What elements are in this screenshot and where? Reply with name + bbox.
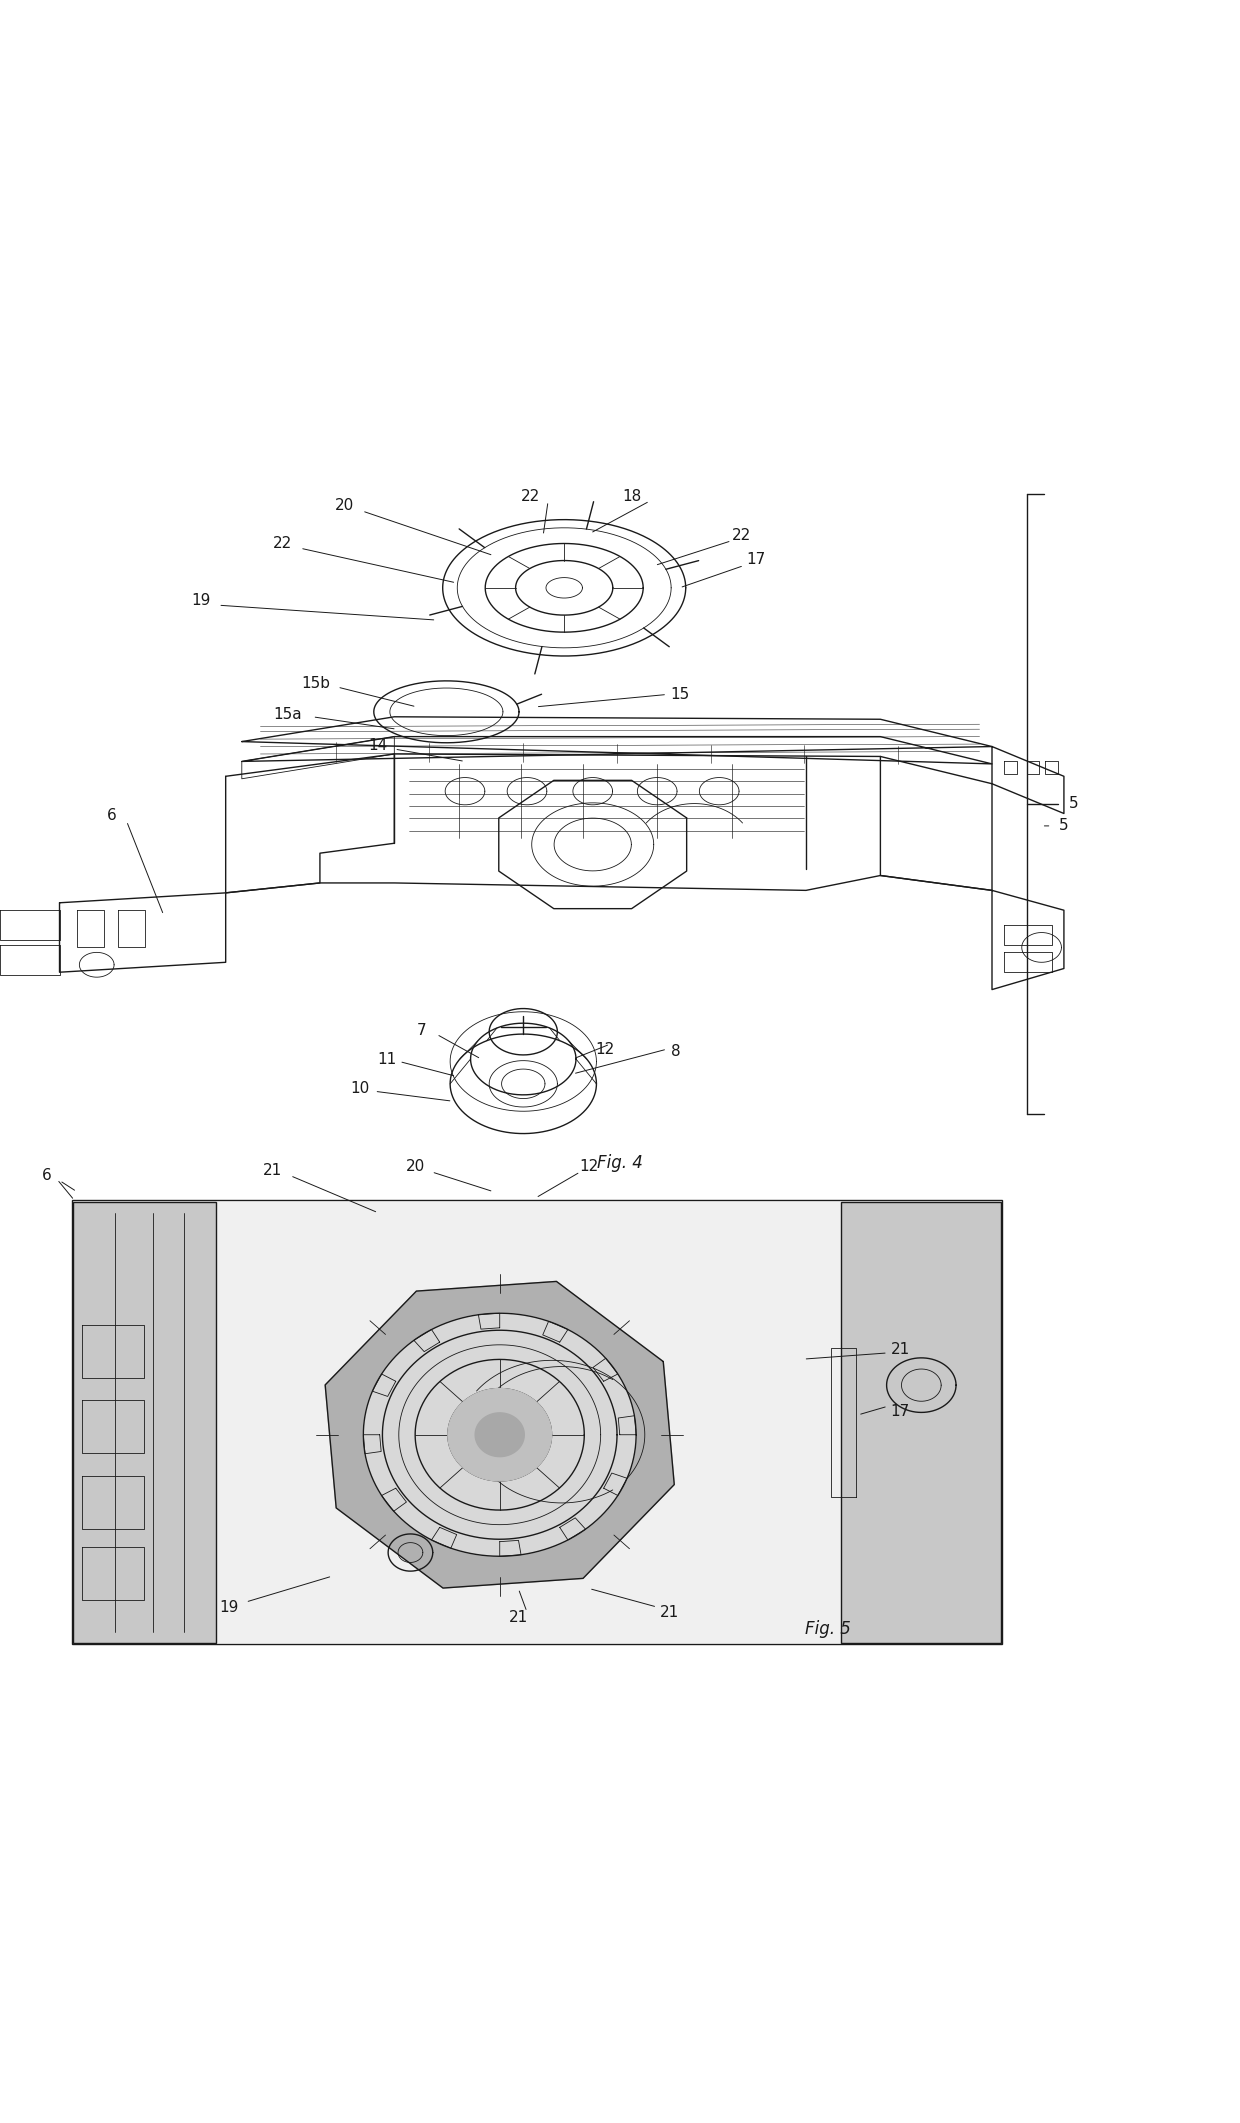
Bar: [841, 1202, 1001, 1643]
Text: 20: 20: [405, 1159, 425, 1174]
Polygon shape: [475, 1414, 525, 1456]
Text: 22: 22: [273, 535, 293, 550]
Text: 21: 21: [660, 1605, 680, 1620]
Text: 11: 11: [377, 1051, 397, 1066]
Text: 18: 18: [622, 488, 642, 503]
Text: 8: 8: [671, 1045, 681, 1059]
Text: 17: 17: [746, 552, 766, 567]
Text: 17: 17: [890, 1403, 910, 1418]
Text: 21: 21: [508, 1609, 528, 1624]
Text: 20: 20: [335, 499, 355, 514]
Text: Fig. 4: Fig. 4: [598, 1155, 642, 1172]
Text: 15a: 15a: [273, 707, 303, 722]
Text: 12: 12: [595, 1042, 615, 1057]
Text: 19: 19: [191, 592, 211, 607]
Text: 21: 21: [263, 1163, 283, 1178]
Text: 10: 10: [350, 1081, 370, 1095]
Text: 6: 6: [42, 1168, 52, 1183]
Text: 22: 22: [732, 529, 751, 543]
Text: 6: 6: [107, 809, 117, 824]
Bar: [73, 1202, 1001, 1643]
Bar: [72, 1199, 1002, 1645]
Text: 19: 19: [219, 1599, 239, 1616]
Text: 15: 15: [670, 688, 689, 703]
Text: 5: 5: [1059, 817, 1069, 834]
Text: 5: 5: [1069, 796, 1079, 811]
Polygon shape: [363, 1314, 636, 1556]
Text: Fig. 5: Fig. 5: [806, 1620, 851, 1639]
Text: 12: 12: [579, 1159, 599, 1174]
Text: 15b: 15b: [301, 675, 331, 690]
Bar: [73, 1202, 216, 1643]
Polygon shape: [448, 1388, 552, 1482]
Text: 14: 14: [368, 739, 388, 754]
Text: 7: 7: [417, 1023, 427, 1038]
Text: 21: 21: [890, 1342, 910, 1357]
Polygon shape: [325, 1282, 675, 1588]
Text: 22: 22: [521, 488, 541, 503]
